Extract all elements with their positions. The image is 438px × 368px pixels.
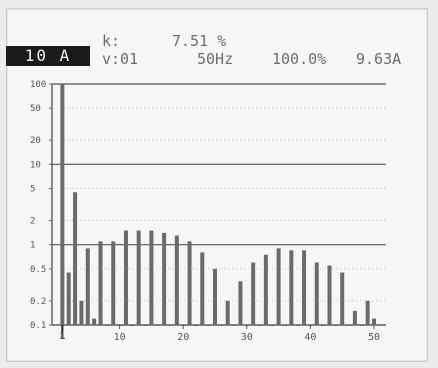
bar-h15 (149, 230, 154, 325)
x-tick-label-3: 40 (304, 332, 316, 343)
bar-h31 (251, 262, 256, 325)
bar-h11 (123, 230, 128, 325)
current-readout: 9.63A (356, 50, 402, 68)
bar-h32 (257, 325, 262, 326)
x-tick-label-4: 50 (368, 332, 380, 343)
bar-h5 (85, 248, 90, 325)
x-tick-label-2: 30 (241, 332, 253, 343)
x-tick-label-1: 20 (177, 332, 189, 343)
bar-h18 (168, 325, 173, 326)
bar-h12 (130, 325, 135, 326)
bar-h27 (225, 300, 230, 325)
x-tick-label-0: 10 (114, 332, 126, 343)
y-tick-label-6: 1 (30, 241, 35, 251)
y-tick-label-4: 5 (30, 185, 35, 195)
bar-h7 (98, 241, 103, 325)
bar-h17 (162, 232, 167, 325)
bar-h35 (276, 248, 281, 325)
bar-h48 (359, 325, 364, 326)
y-tick-label-7: 0.5 (30, 265, 46, 275)
bar-h3 (73, 192, 78, 325)
bar-h44 (333, 325, 338, 326)
y-tick-label-9: 0.1 (30, 321, 46, 331)
thd-label: k: (102, 32, 121, 50)
percent-readout: 100.0% (272, 50, 327, 68)
y-tick-label-3: 10 (30, 160, 41, 170)
bar-h22 (193, 325, 198, 326)
bar-h14 (143, 325, 148, 326)
y-tick-label-0: 100 (30, 80, 46, 90)
bar-h47 (352, 310, 357, 325)
bar-h38 (295, 325, 300, 326)
y-tick-label-8: 0.2 (30, 297, 46, 307)
bar-h23 (200, 252, 205, 325)
bar-h26 (219, 325, 224, 326)
bar-h24 (206, 325, 211, 326)
bar-h6 (92, 318, 97, 325)
bar-h36 (282, 325, 287, 326)
bar-h43 (327, 265, 332, 325)
bar-h9 (111, 241, 116, 325)
bar-h25 (213, 268, 217, 325)
thd-value: 7.51 % (172, 32, 227, 50)
bar-h50 (372, 318, 376, 325)
y-tick-label-5: 2 (30, 216, 35, 226)
bar-h28 (232, 325, 237, 326)
bar-h19 (174, 235, 179, 325)
bar-h34 (270, 325, 275, 326)
bar-h2 (66, 272, 71, 325)
bar-h21 (187, 241, 192, 325)
harmonic-order: v:01 (102, 50, 139, 68)
cursor-label: 1 (59, 331, 65, 342)
range-badge: 10 A (6, 46, 90, 66)
bar-h42 (321, 325, 326, 326)
y-tick-label-1: 50 (30, 104, 41, 114)
bar-h39 (302, 250, 307, 325)
bar-h49 (365, 300, 370, 325)
y-tick-label-2: 20 (30, 136, 41, 146)
bar-h33 (263, 254, 268, 325)
bar-h1 (60, 84, 65, 325)
bar-h29 (238, 281, 243, 325)
bar-h16 (155, 325, 160, 326)
bar-h4 (79, 300, 84, 325)
bar-h13 (136, 230, 141, 325)
frequency-readout: 50Hz (197, 50, 234, 68)
bar-h41 (314, 262, 319, 325)
bar-h8 (104, 325, 109, 326)
bar-h46 (346, 325, 351, 326)
bar-h37 (289, 250, 294, 325)
bar-h45 (340, 272, 345, 325)
